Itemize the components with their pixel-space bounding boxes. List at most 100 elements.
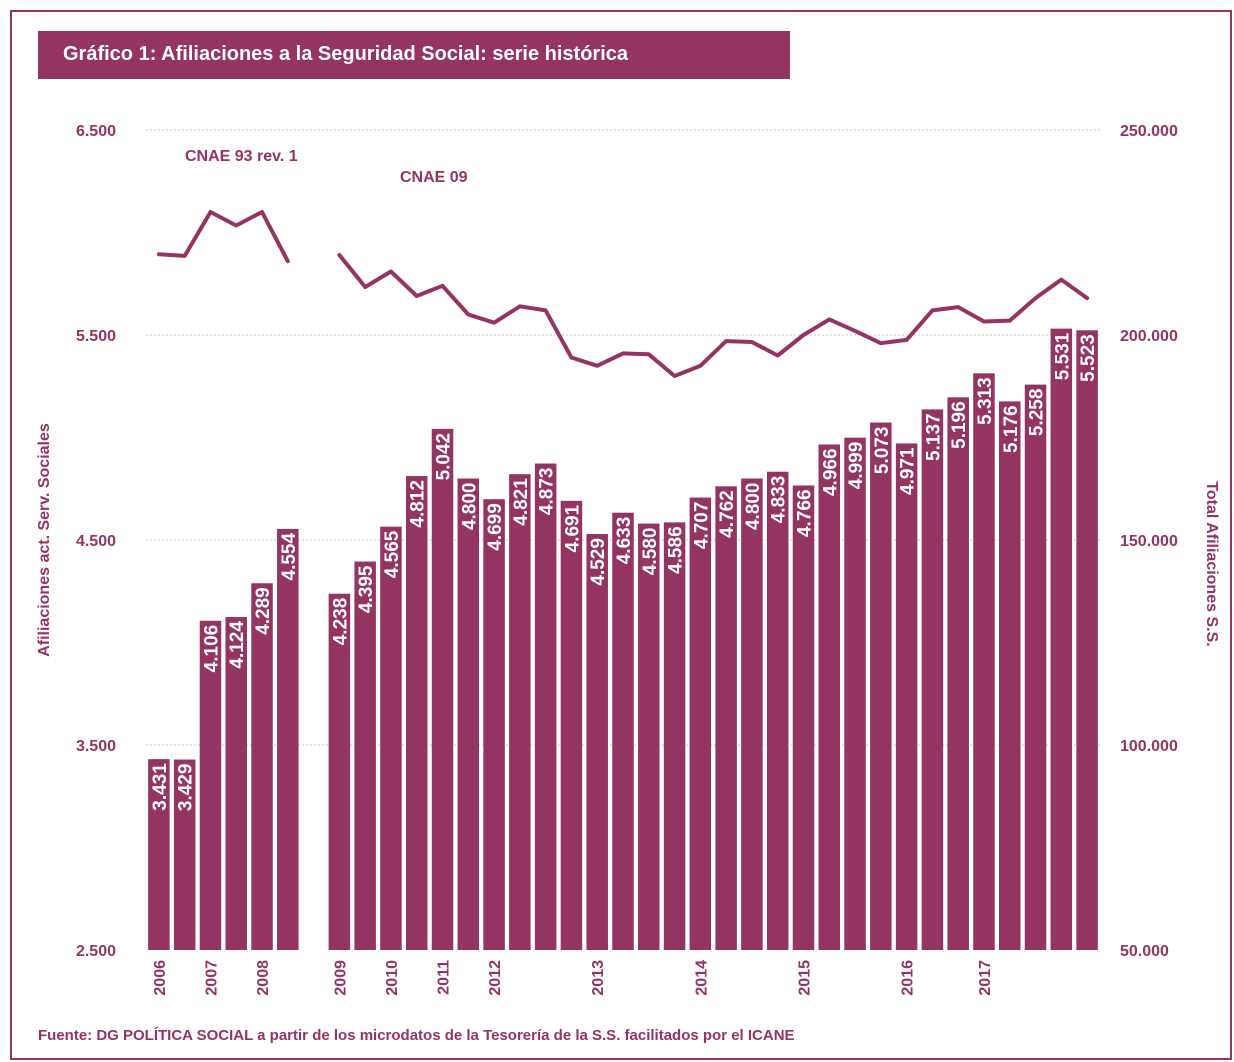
bar-value-label: 4.124 [227, 621, 248, 669]
bar-value-label: 5.531 [1052, 332, 1073, 380]
bar [457, 478, 480, 950]
bar-value-label: 5.523 [1078, 334, 1099, 382]
bar [638, 523, 660, 950]
bar-value-label: 4.633 [614, 517, 635, 565]
bar [844, 437, 866, 951]
axis-layer: 2.500 50.000 3.500 100.000 4.500 150.000 5.500… [76, 123, 1178, 996]
bar [509, 474, 531, 950]
bar [199, 620, 222, 950]
y-tick-label: 3.500 [76, 738, 116, 755]
y2-tick-label: 100.000 [1120, 738, 1178, 755]
bar-value-label: 4.707 [691, 502, 712, 550]
bar-value-label: 4.238 [330, 598, 351, 646]
bar [431, 428, 454, 950]
bar-value-label: 5.042 [434, 433, 455, 481]
y-tick-label: 5.500 [76, 328, 116, 345]
bar-value-label: 4.699 [485, 503, 506, 551]
x-tick-label: 2007 [203, 960, 220, 996]
bar-value-label: 4.691 [562, 504, 583, 552]
bar-value-label: 4.106 [201, 625, 222, 673]
bar-value-label: 4.800 [743, 483, 764, 531]
y-axis-title: Afiliaciones act. Serv. Sociales [36, 423, 53, 657]
bar-value-label: 5.196 [949, 401, 970, 449]
x-tick-label: 2006 [152, 960, 169, 996]
y2-tick-label: 200.000 [1120, 328, 1178, 345]
bar [148, 759, 170, 950]
bar [534, 463, 557, 950]
bar [277, 528, 299, 950]
bar [921, 409, 944, 950]
y2-tick-label: 50.000 [1120, 943, 1169, 960]
x-tick-label: 2008 [255, 960, 272, 996]
annotation-cnae09: CNAE 09 [400, 169, 468, 186]
bar [173, 759, 196, 950]
bar-value-label: 4.833 [769, 476, 790, 524]
bar [792, 485, 815, 950]
series-line-total-afiliaciones [337, 253, 1090, 378]
x-tick-label: 2015 [796, 960, 813, 996]
bar [663, 522, 686, 950]
bar-value-label: 4.762 [717, 490, 738, 538]
bar [405, 476, 428, 950]
x-tick-label: 2010 [384, 960, 401, 996]
bar [483, 499, 505, 950]
chart-frame [10, 10, 1232, 1060]
bar-value-label: 4.766 [794, 489, 815, 537]
bar-value-label: 4.565 [382, 530, 403, 578]
bar [225, 617, 247, 950]
y2-tick-label: 250.000 [1120, 123, 1178, 140]
bar [741, 478, 763, 950]
y-tick-label: 2.500 [76, 943, 116, 960]
line-layer [156, 210, 1090, 378]
bar [251, 583, 273, 950]
y2-tick-label: 150.000 [1120, 533, 1178, 550]
bar-value-label: 4.971 [898, 447, 919, 495]
bar-value-label: 5.137 [923, 413, 944, 461]
x-tick-label: 2017 [977, 960, 994, 996]
bar-value-label: 4.289 [253, 587, 274, 635]
bar [380, 526, 402, 950]
bar-value-label: 5.313 [975, 377, 996, 425]
bar [586, 534, 608, 950]
x-tick-label: 2014 [693, 960, 710, 996]
bar [870, 422, 892, 950]
bar [612, 512, 634, 950]
bar [1050, 328, 1073, 950]
bar-value-label: 4.529 [588, 538, 609, 586]
bar [947, 397, 969, 950]
x-tick-label: 2009 [332, 960, 349, 996]
chart-title: Gráfico 1: Afiliaciones a la Seguridad S… [63, 43, 629, 65]
x-tick-label: 2013 [590, 960, 607, 996]
bar-value-label: 3.429 [176, 764, 197, 812]
bar-value-label: 4.873 [537, 468, 558, 516]
bar [1024, 384, 1047, 950]
bar [328, 593, 351, 950]
x-tick-label: 2011 [436, 960, 453, 995]
bar-value-label: 4.999 [846, 442, 867, 490]
bar [999, 401, 1021, 950]
bar-value-label: 4.580 [640, 528, 661, 576]
y-tick-label: 6.500 [76, 123, 116, 140]
chart-title-box: Gráfico 1: Afiliaciones a la Seguridad S… [38, 31, 790, 79]
bar-value-label: 4.586 [666, 526, 687, 574]
bar-value-label: 4.554 [279, 532, 300, 580]
bar [766, 471, 789, 950]
x-tick-label: 2012 [487, 960, 504, 996]
bar [973, 373, 995, 951]
bar [1076, 330, 1098, 950]
bar [715, 486, 737, 950]
bar-value-label: 4.812 [408, 480, 429, 528]
bar-value-label: 3.431 [150, 763, 171, 811]
bar-value-label: 5.176 [1001, 405, 1022, 453]
bar [560, 500, 583, 950]
source-note: Fuente: DG POLÍTICA SOCIAL a partir de l… [38, 1027, 795, 1044]
bar-value-label: 4.821 [511, 478, 532, 526]
bar [689, 497, 712, 950]
bar [818, 444, 841, 950]
series-line-total-afiliaciones [156, 210, 290, 264]
bar-value-label: 4.966 [820, 448, 841, 496]
y-tick-label: 4.500 [76, 533, 116, 550]
annotation-cnae93: CNAE 93 rev. 1 [185, 148, 298, 165]
